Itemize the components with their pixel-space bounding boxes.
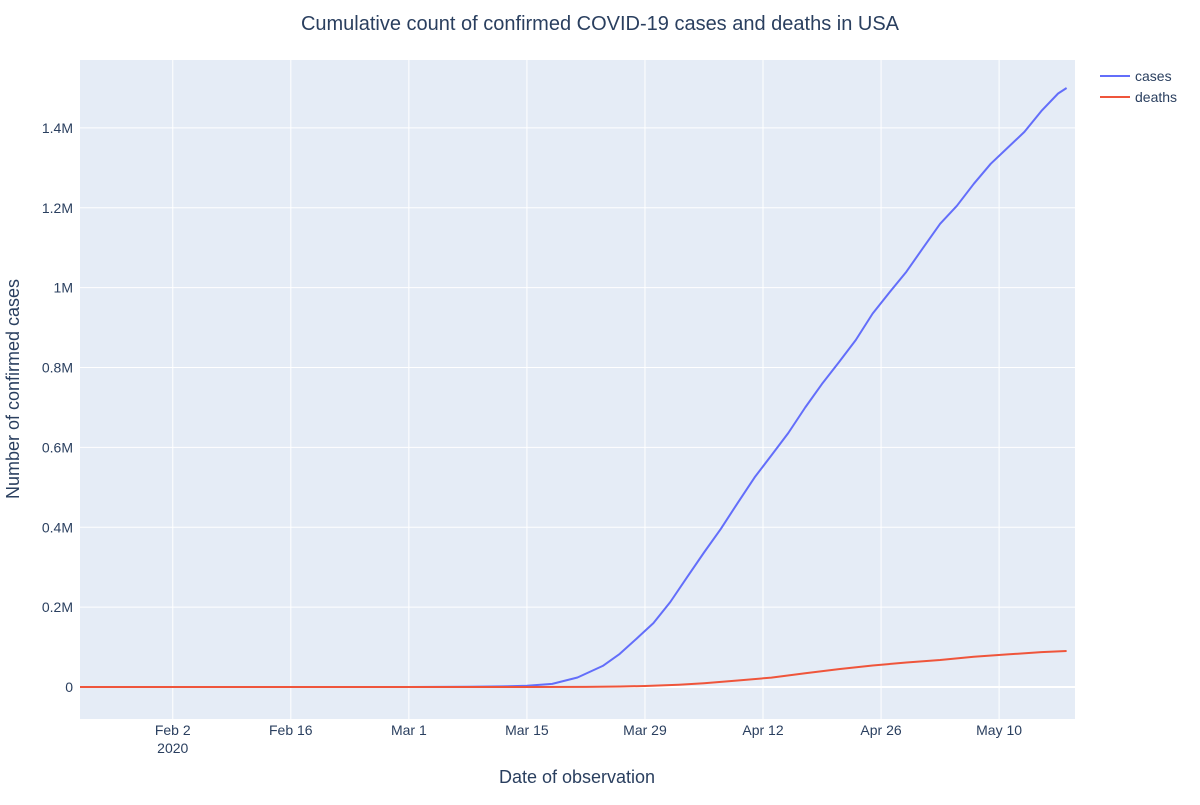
legend: cases deaths <box>1100 68 1177 105</box>
x-tick-label: Mar 29 <box>623 722 667 738</box>
y-tick-label: 0.8M <box>42 360 73 376</box>
series-layer <box>80 87 1068 688</box>
x-tick-label: Feb 2 <box>155 722 191 738</box>
y-tick-label: 0.4M <box>42 519 73 535</box>
x-axis-ticks: Feb 2 2020 Feb 16 Mar 1 Mar 15 Mar 29 Apr 12 Ap… <box>155 722 1022 756</box>
chart-title: Cumulative count of confirmed COVID-19 c… <box>301 13 900 35</box>
y-tick-label: 0.2M <box>42 599 73 615</box>
x-tick-label: Mar 15 <box>505 722 549 738</box>
series-line-deaths <box>80 650 1067 688</box>
y-tick-label: 1.2M <box>42 200 73 216</box>
y-axis-ticks: 0 0.2M 0.4M 0.6M 0.8M 1M 1.2M 1.4M <box>42 120 73 695</box>
legend-label-deaths: deaths <box>1135 89 1177 105</box>
series-line-cases <box>80 87 1068 688</box>
x-tick-sublabel: 2020 <box>157 740 188 756</box>
x-tick-label: Feb 16 <box>269 722 313 738</box>
y-tick-label: 1.4M <box>42 120 73 136</box>
x-gridlines <box>172 60 1000 719</box>
x-tick-label: Apr 26 <box>860 722 901 738</box>
x-axis-title: Date of observation <box>499 767 655 787</box>
y-tick-label: 0.6M <box>42 439 73 455</box>
y-axis-title: Number of confirmed cases <box>3 279 23 499</box>
x-tick-label: Mar 1 <box>391 722 427 738</box>
y-tick-label: 0 <box>65 679 73 695</box>
x-tick-label: May 10 <box>976 722 1022 738</box>
plot-background <box>80 60 1075 719</box>
y-tick-label: 1M <box>54 280 73 296</box>
legend-label-cases: cases <box>1135 68 1172 84</box>
x-tick-label: Apr 12 <box>742 722 783 738</box>
